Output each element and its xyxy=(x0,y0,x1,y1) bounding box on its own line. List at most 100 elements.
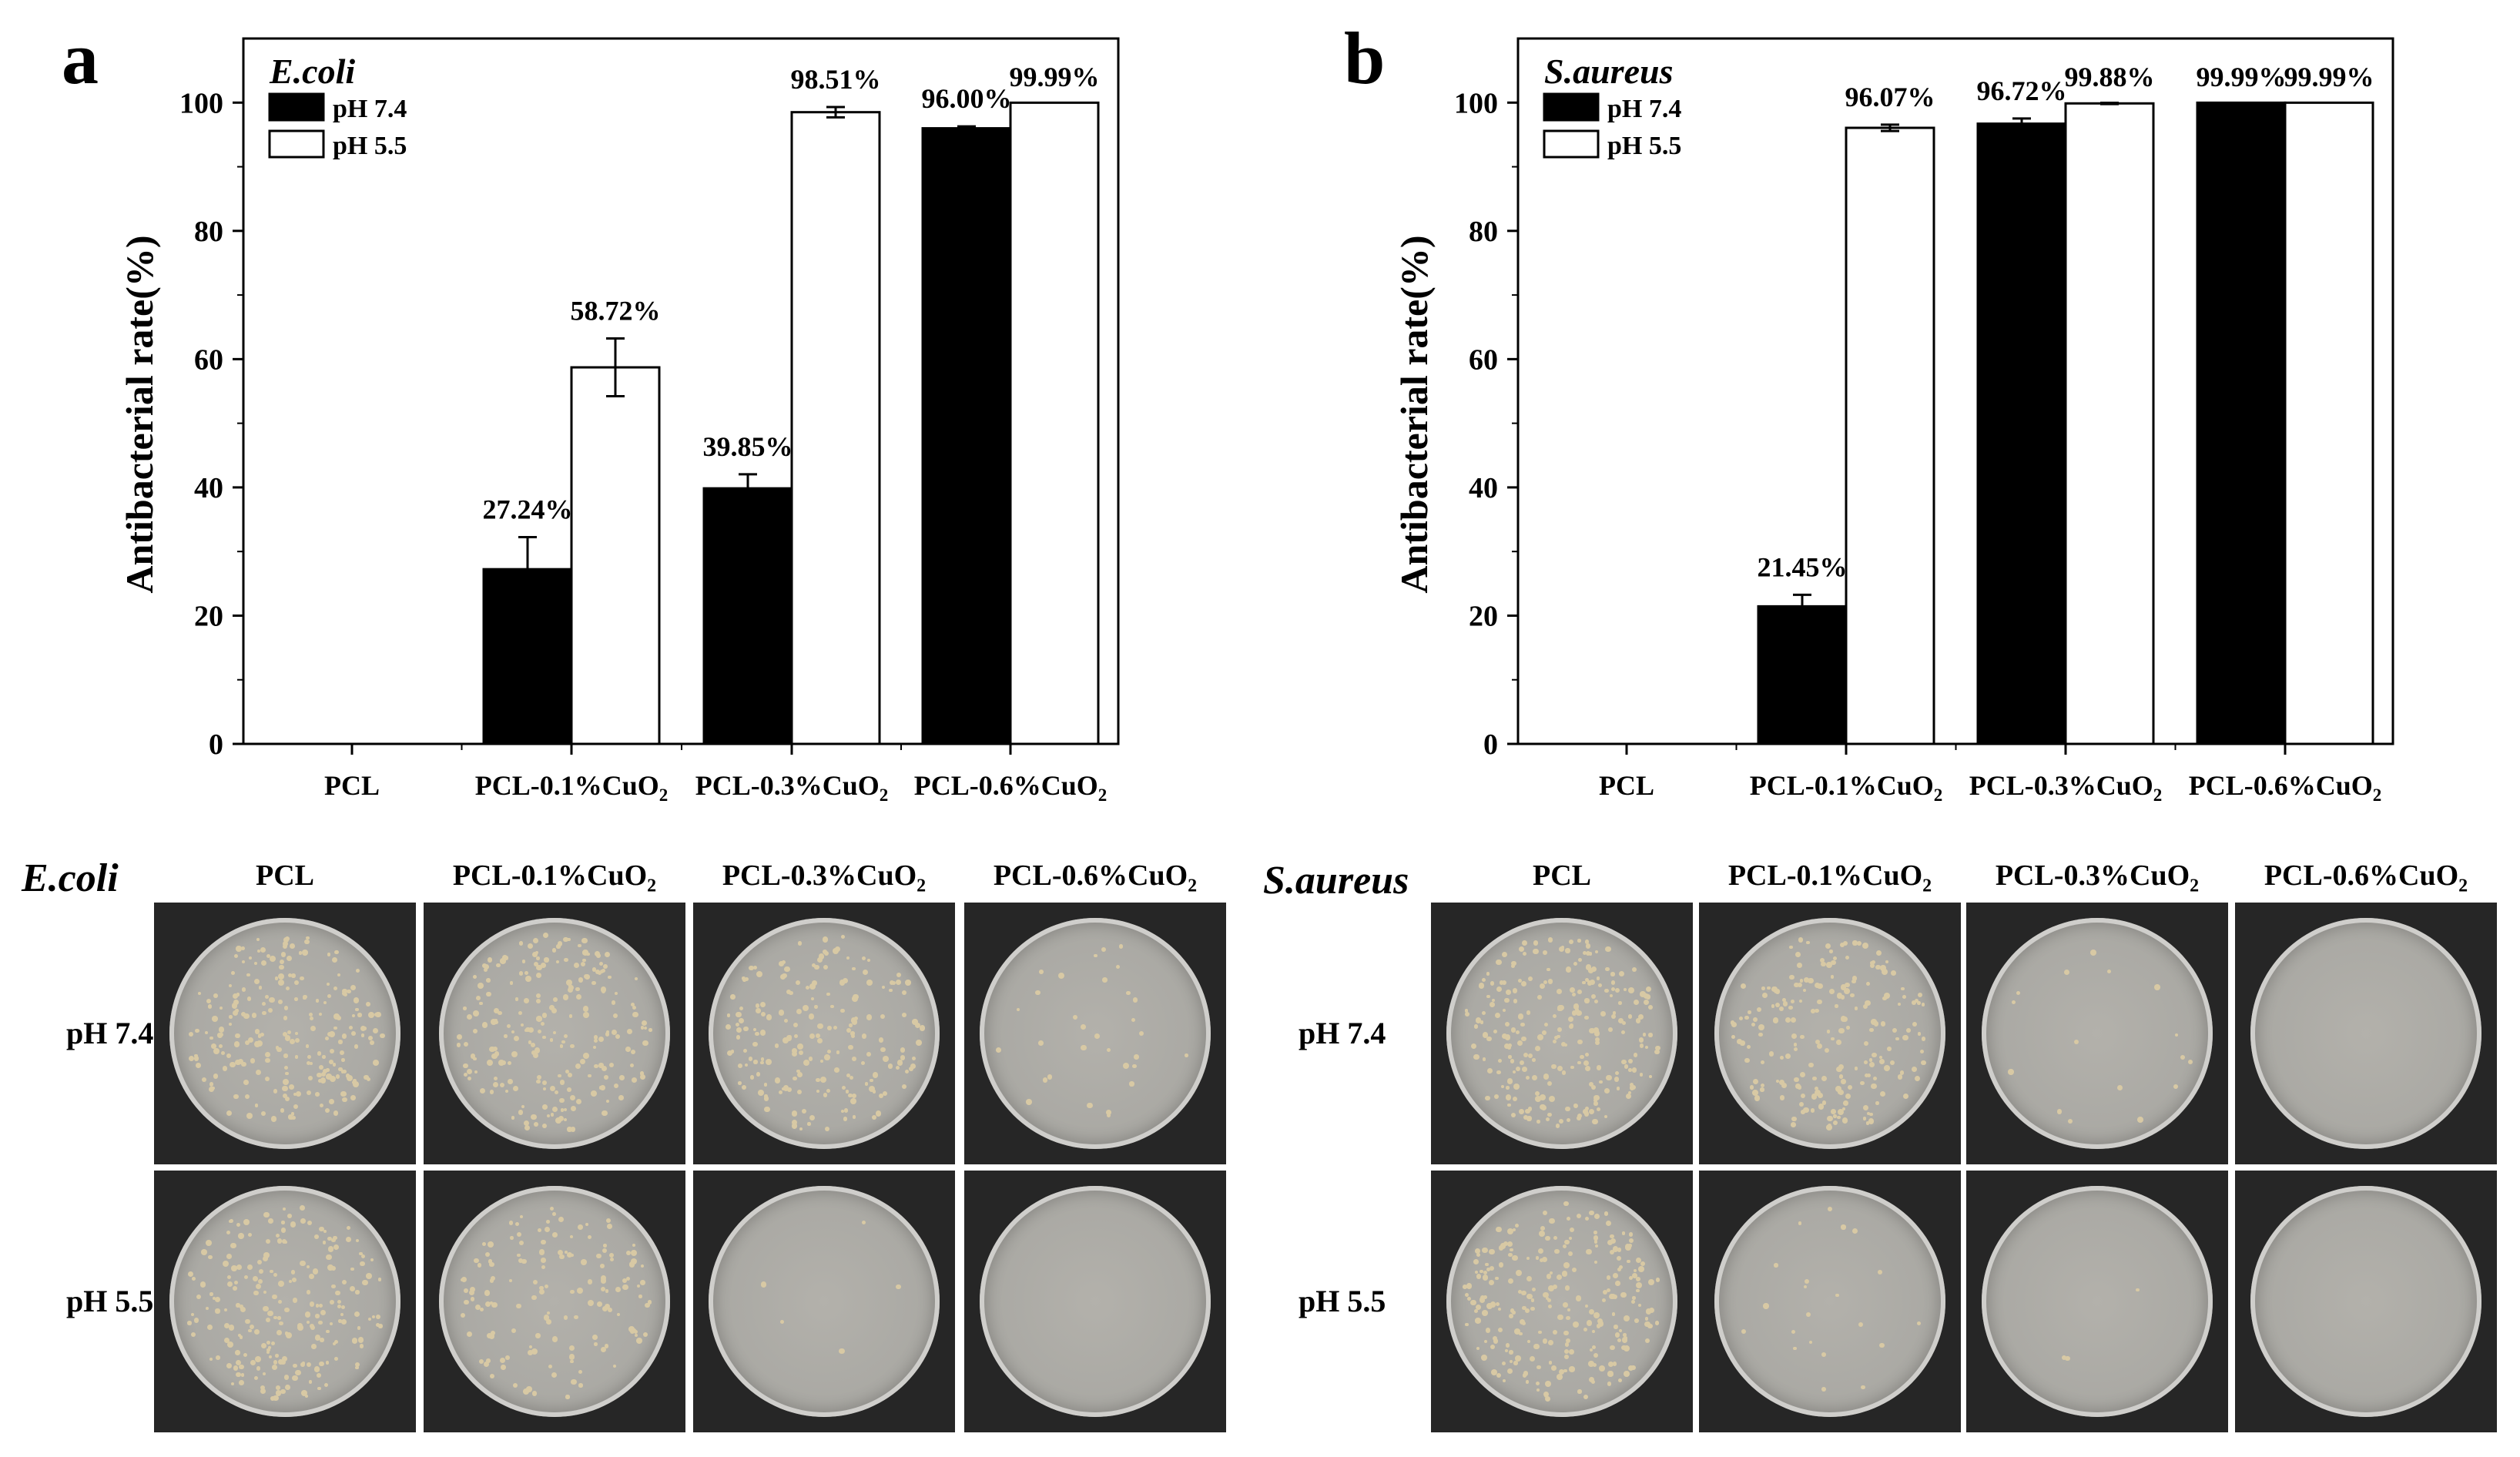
colony xyxy=(861,1221,866,1225)
colony xyxy=(256,950,261,953)
colony xyxy=(1863,1003,1868,1010)
colony xyxy=(535,973,541,979)
colony xyxy=(246,996,252,1001)
colony xyxy=(1557,1274,1563,1281)
colony xyxy=(1798,982,1802,987)
colony xyxy=(1798,937,1803,943)
colony xyxy=(605,1289,609,1294)
colony xyxy=(726,1050,732,1056)
colony xyxy=(332,957,338,963)
colony xyxy=(360,1261,365,1266)
colony xyxy=(867,959,871,963)
colony xyxy=(1607,1371,1614,1377)
colony xyxy=(1835,1004,1838,1008)
colony xyxy=(1553,1330,1558,1335)
colony xyxy=(254,1328,260,1335)
colony xyxy=(518,971,524,976)
legend-label: pH 7.4 xyxy=(333,95,407,123)
colony xyxy=(1489,1002,1495,1007)
colony xyxy=(1529,1355,1535,1362)
colony xyxy=(578,1383,583,1388)
colony xyxy=(1465,1009,1469,1013)
colony xyxy=(1569,1237,1573,1241)
colony xyxy=(532,1052,539,1059)
colony xyxy=(1016,1007,1020,1012)
colony xyxy=(1603,1289,1608,1295)
petri-dish xyxy=(1446,918,1677,1149)
colony xyxy=(1850,993,1855,998)
colony xyxy=(1760,1083,1765,1087)
colony xyxy=(477,1263,482,1268)
colony xyxy=(1057,972,1064,979)
y-tick-label: 100 xyxy=(1454,87,1498,119)
colony xyxy=(1618,1019,1623,1023)
colony xyxy=(1125,990,1131,996)
colony xyxy=(320,1077,327,1084)
colony xyxy=(273,1359,278,1365)
colony xyxy=(625,1047,631,1053)
colony xyxy=(233,1365,238,1371)
colony xyxy=(1527,1339,1531,1344)
colony xyxy=(219,1006,223,1010)
colony xyxy=(236,993,240,996)
colony xyxy=(846,1073,851,1077)
colony xyxy=(786,1035,793,1042)
colony xyxy=(618,1095,624,1100)
colony xyxy=(233,1041,240,1047)
colony xyxy=(610,1258,615,1262)
colony xyxy=(807,1122,811,1126)
colony xyxy=(905,980,911,986)
colony xyxy=(347,1074,354,1081)
x-tick-label: PCL-0.6%CuO2 xyxy=(914,770,1108,805)
colony xyxy=(569,1345,575,1351)
colony xyxy=(1476,1273,1482,1279)
colony xyxy=(1565,1315,1570,1321)
colony xyxy=(278,1359,284,1365)
colony xyxy=(1497,1307,1501,1311)
colony xyxy=(331,1238,336,1243)
colony xyxy=(315,999,320,1003)
colony xyxy=(516,1232,521,1238)
colony xyxy=(1636,1257,1642,1264)
colony xyxy=(1522,951,1527,956)
colony xyxy=(1466,1296,1472,1301)
colony xyxy=(1731,1022,1737,1028)
colony xyxy=(1525,1308,1530,1313)
colony xyxy=(546,1311,551,1315)
colony xyxy=(546,1114,551,1118)
colony xyxy=(1838,1109,1845,1116)
legend-swatch xyxy=(268,92,325,122)
colony xyxy=(1817,983,1823,990)
colony xyxy=(556,944,561,949)
colony xyxy=(2187,1060,2193,1065)
colony xyxy=(1512,1096,1518,1101)
colony xyxy=(464,1288,468,1294)
colony xyxy=(606,1224,612,1230)
photo-column-header: PCL-0.3%CuO2 xyxy=(1995,859,2200,896)
colony xyxy=(1606,1288,1610,1292)
colony xyxy=(333,986,338,991)
colony xyxy=(1543,1393,1549,1398)
colony xyxy=(463,1073,467,1077)
colony xyxy=(212,1016,218,1022)
bar-pH55-1 xyxy=(1845,126,1935,745)
colony xyxy=(536,999,541,1004)
colony xyxy=(196,1294,202,1299)
y-axis-label: Antibacterial rate(%) xyxy=(1392,235,1436,593)
y-tick-label: 40 xyxy=(1469,472,1498,504)
colony xyxy=(1540,1226,1546,1231)
colony xyxy=(228,1220,233,1224)
colony xyxy=(819,1059,823,1063)
colony xyxy=(1610,972,1615,976)
colony xyxy=(622,1284,628,1290)
colony xyxy=(1563,1244,1567,1248)
colony xyxy=(1624,1063,1629,1069)
colony xyxy=(1639,1043,1644,1049)
colony xyxy=(842,1085,846,1090)
colony xyxy=(1491,999,1495,1003)
colony xyxy=(230,1382,235,1386)
colony xyxy=(312,1268,319,1274)
colony xyxy=(853,1115,856,1119)
colony xyxy=(796,1043,803,1050)
colony xyxy=(1507,1368,1513,1374)
